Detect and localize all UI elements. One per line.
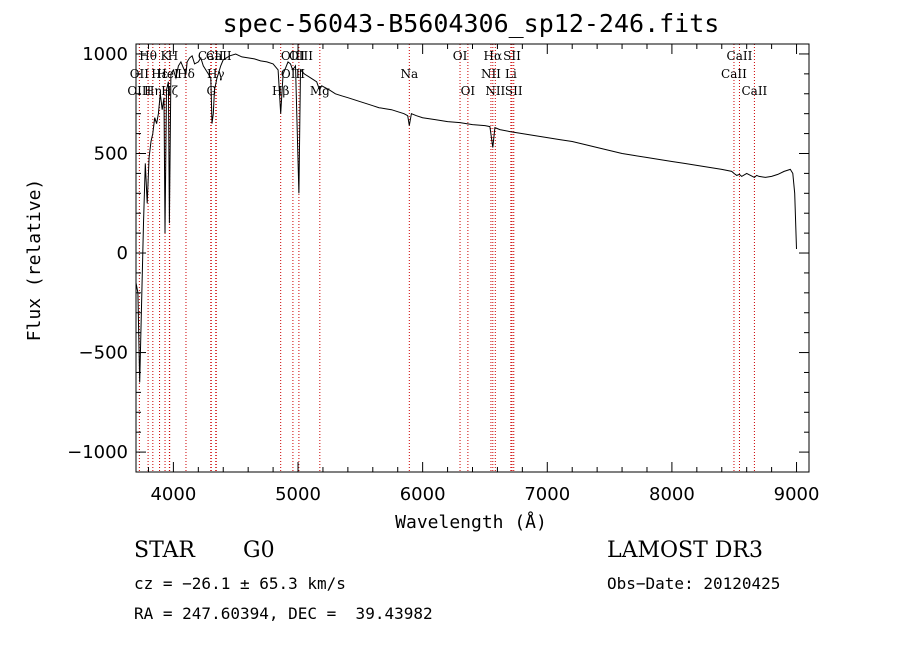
line-label: OIII <box>281 49 305 63</box>
line-label: Hθ <box>139 49 157 63</box>
line-label: Na <box>400 67 418 81</box>
x-tick-label: 8000 <box>649 484 695 505</box>
line-label: CaII <box>727 49 753 63</box>
line-label: OIII <box>289 49 313 63</box>
x-tick-label: 9000 <box>774 484 820 505</box>
line-label: CaII <box>741 84 767 98</box>
line-label: SII <box>505 84 523 98</box>
y-axis-label: Flux (relative) <box>24 179 45 342</box>
line-label: OII <box>130 67 150 81</box>
line-label: G <box>206 84 216 98</box>
line-label: NII <box>485 84 505 98</box>
x-tick-label: 7000 <box>524 484 570 505</box>
line-label: OIII <box>281 67 305 81</box>
line-label: CaII <box>206 49 232 63</box>
plot-frame <box>135 43 810 473</box>
line-label: K <box>161 49 171 63</box>
line-label: Hγ <box>207 67 225 81</box>
chart-title: spec-56043-B5604306_sp12-246.fits <box>223 9 720 38</box>
ra-dec: RA = 247.60394, DEC = 39.43982 <box>134 604 433 623</box>
y-tick-label: −1000 <box>67 442 128 463</box>
line-label: SII <box>503 49 521 63</box>
line-label: OI <box>461 84 476 98</box>
line-label: OIII <box>127 84 151 98</box>
spectrum-line <box>135 53 797 383</box>
line-label: Hβ <box>272 84 289 98</box>
obs-date: Obs−Date: 20120425 <box>607 574 781 593</box>
line-label: Hε <box>151 67 168 81</box>
line-label: OI <box>453 49 468 63</box>
line-label: CaII <box>721 67 747 81</box>
line-label: Li <box>505 67 517 81</box>
line-label: Hα <box>484 49 503 63</box>
survey-name: LAMOST DR3 <box>607 538 763 563</box>
line-markers <box>138 44 755 472</box>
x-tick-label: 5000 <box>275 484 321 505</box>
x-tick-label: 6000 <box>400 484 446 505</box>
line-label: Mg <box>310 84 330 98</box>
line-labels: OIIOIIIHθHηHεHeIKHHζHδCaIIGHγCaIIHβOIIIO… <box>127 49 767 98</box>
line-label: H <box>168 49 178 63</box>
line-label: Hδ <box>177 67 195 81</box>
x-axis: 4000 5000 6000 7000 8000 9000 <box>147 44 820 505</box>
y-tick-label: 1000 <box>82 44 128 65</box>
object-class: STAR <box>134 538 195 563</box>
x-tick-label: 4000 <box>150 484 196 505</box>
line-label: NII <box>481 67 501 81</box>
line-label: HeI <box>156 67 179 81</box>
y-tick-label: 0 <box>117 243 128 264</box>
y-tick-label: 500 <box>94 143 128 164</box>
redshift-cz: cz = −26.1 ± 65.3 km/s <box>134 574 346 593</box>
line-label: Hζ <box>161 84 178 98</box>
object-subclass: G0 <box>243 538 275 563</box>
x-axis-label: Wavelength (Å) <box>395 511 547 533</box>
y-axis: −1000 −500 0 500 1000 <box>67 44 809 463</box>
y-tick-label: −500 <box>79 343 128 364</box>
line-label: CaII <box>198 49 224 63</box>
line-label: Hη <box>144 84 162 98</box>
